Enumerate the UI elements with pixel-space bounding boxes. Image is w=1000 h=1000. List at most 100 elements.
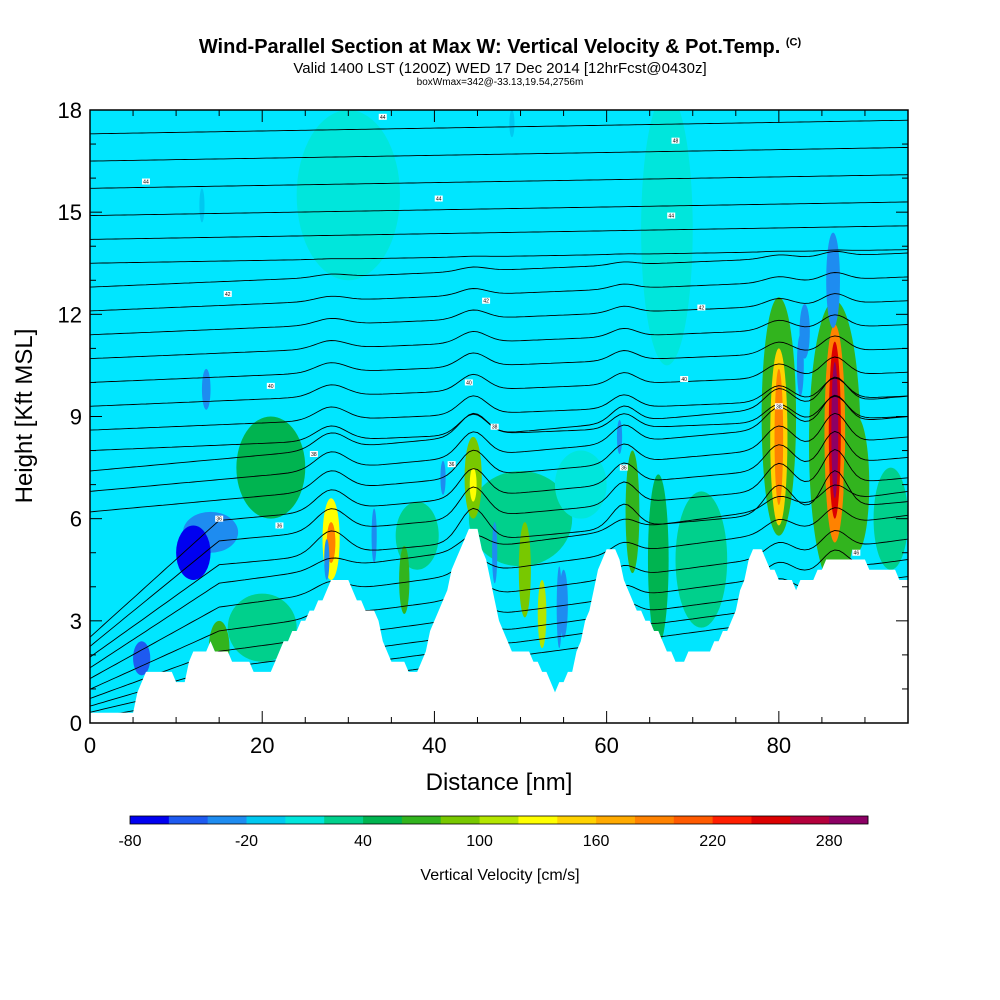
x-axis-title: Distance [nm] (426, 769, 573, 796)
theta-contour (90, 449, 908, 647)
velocity-cell (554, 450, 607, 519)
velocity-cell (675, 491, 728, 628)
velocity-cell (647, 474, 669, 645)
contour-label: 36 (216, 517, 222, 523)
contour-label: 44 (436, 197, 442, 203)
colorbar-swatch (673, 816, 714, 824)
velocity-cell (176, 525, 211, 580)
contour-label-box (378, 113, 387, 120)
contour-label-box (309, 450, 318, 457)
y-tick-label: 3 (70, 609, 82, 634)
chart-subtitle: Valid 1400 LST (1200Z) WED 17 Dec 2014 [… (293, 60, 707, 77)
x-tick-label: 40 (422, 733, 446, 758)
theta-contour (90, 272, 908, 312)
contour-label: 40 (268, 384, 274, 390)
chart-title: Wind-Parallel Section at Max W: Vertical… (198, 36, 802, 58)
x-tick-label: 20 (250, 733, 274, 758)
theta-contours (90, 119, 908, 713)
contour-label: 36 (449, 462, 455, 468)
velocity-cell (873, 467, 908, 570)
velocity-cell (371, 508, 377, 563)
contour-label: 40 (466, 380, 472, 386)
theta-contour (90, 250, 908, 288)
velocity-cell (227, 593, 297, 662)
terrain (90, 528, 908, 723)
contour-label: 36 (621, 466, 627, 472)
velocity-cell (616, 419, 623, 454)
contour-label: 44 (668, 214, 674, 220)
contour-label-box (464, 379, 473, 386)
contour-label-box (275, 522, 284, 529)
contour-label: 46 (854, 551, 860, 557)
contour-label-box (680, 376, 689, 383)
velocity-cell (199, 188, 205, 223)
theta-contour (90, 119, 908, 135)
theta-contour (90, 314, 908, 360)
contour-label-box (141, 178, 150, 185)
colorbar-swatch (518, 816, 558, 824)
velocity-cell (201, 368, 211, 410)
chart-subtitle-small: boxWmax=342@-33.13,19.54,2756m (416, 77, 584, 88)
contour-label: 36 (277, 523, 283, 529)
colorbar-swatch (829, 816, 869, 824)
velocity-cell (296, 110, 400, 281)
colorbar-swatch (168, 816, 209, 824)
contour-label-box (671, 137, 680, 144)
colorbar-swatch (634, 816, 675, 824)
contour-label: 44 (143, 180, 149, 186)
velocity-cell (843, 416, 870, 553)
y-tick-label: 12 (58, 302, 82, 327)
x-tick-label: 60 (594, 733, 618, 758)
colorbar-tick-label: 160 (583, 833, 610, 850)
theta-contour (90, 484, 908, 669)
colorbar-tick-label: 220 (699, 833, 726, 850)
colorbar-swatch (751, 816, 791, 824)
velocity-cell (509, 110, 515, 138)
velocity-cell (826, 232, 840, 328)
velocity-cell (537, 579, 547, 649)
colorbar-tick-label: 100 (466, 833, 493, 850)
theta-contour (90, 549, 908, 699)
colorbar-frame (129, 815, 869, 825)
y-tick-label: 0 (70, 711, 82, 736)
colorbar-tick-label: -20 (235, 833, 258, 850)
theta-contour (90, 430, 908, 638)
colorbar-tick-label: 280 (816, 833, 843, 850)
velocity-cell (133, 641, 151, 676)
contour-label-box (447, 461, 456, 468)
colorbar-swatch (712, 816, 752, 824)
colorbar-swatch (790, 816, 830, 824)
colorbar-swatch (557, 816, 597, 824)
velocity-cell (492, 522, 498, 584)
theta-contour (90, 147, 908, 162)
velocity-cell (641, 110, 693, 366)
theta-contour (90, 395, 908, 452)
y-tick-label: 6 (70, 507, 82, 532)
velocity-cell (556, 566, 562, 649)
y-tick-label: 18 (58, 98, 82, 123)
x-tick-label: 0 (84, 733, 96, 758)
colorbar-swatch (363, 816, 403, 824)
theta-contour (90, 394, 908, 492)
contour-label-box (852, 549, 861, 556)
contour-label: 38 (776, 404, 782, 410)
contour-label: 38 (492, 425, 498, 431)
contour-label-box (619, 464, 628, 471)
colorbar-swatch (246, 816, 286, 824)
contour-label: 42 (225, 292, 231, 298)
contour-label: 42 (483, 299, 489, 305)
colorbar-swatch (440, 816, 480, 824)
x-tick-label: 80 (767, 733, 791, 758)
contour-label-box (434, 195, 443, 202)
theta-contour (90, 470, 908, 658)
theta-contour (90, 249, 908, 264)
theta-contour (90, 293, 908, 336)
theta-contour (90, 412, 908, 513)
colorbar-swatch (596, 816, 636, 824)
theta-contour (90, 507, 908, 679)
theta-contour (90, 335, 908, 383)
contour-label-box (223, 290, 232, 297)
colorbar-swatch (130, 816, 170, 824)
velocity-cell (236, 416, 306, 519)
